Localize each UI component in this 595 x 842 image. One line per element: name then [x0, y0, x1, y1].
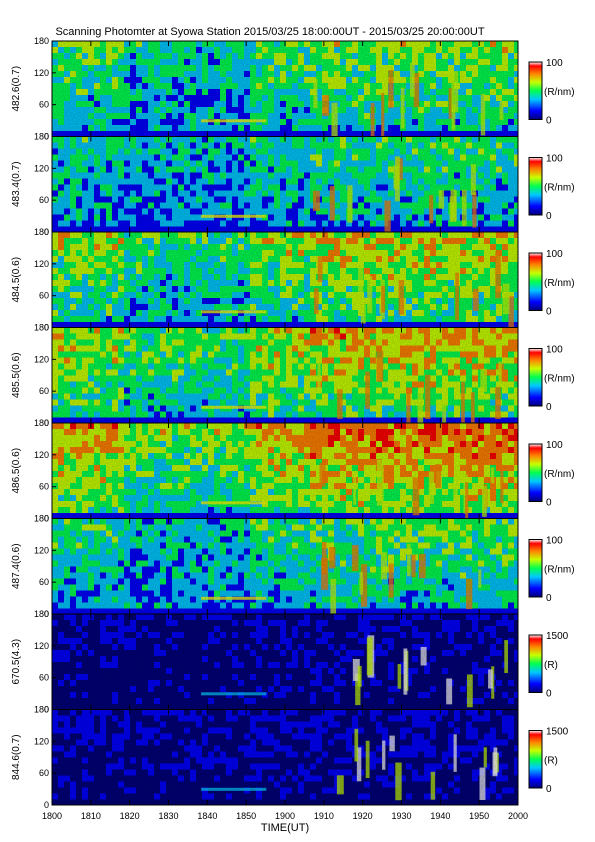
colorbar-unit-label: (R/nm)	[544, 87, 575, 98]
panel-label: 483.4(0.7)	[11, 161, 22, 207]
y-tick-label: 180	[34, 132, 49, 142]
y-tick-label: 120	[34, 259, 49, 269]
colorbar	[528, 157, 543, 216]
colorbar-unit-label: (R/nm)	[544, 278, 575, 289]
y-tick-label: 60	[39, 291, 49, 301]
y-tick-label: 120	[34, 163, 49, 173]
y-tick-label: 120	[34, 68, 49, 78]
y-tick-label: 0	[44, 323, 49, 333]
y-tick-label: 180	[34, 36, 49, 46]
chart-title: Scanning Photomter at Syowa Station 2015…	[55, 26, 485, 38]
colorbar-min-label: 0	[546, 307, 552, 318]
heatmap-1	[52, 136, 518, 232]
heatmap-grain	[52, 136, 518, 232]
y-tick-label: 60	[39, 100, 49, 110]
y-tick-label: 0	[44, 227, 49, 237]
colorbar-max-label: 100	[546, 249, 563, 260]
panel-label: 484.5(0.6)	[11, 257, 22, 303]
panel-0: 0 60 120 180 482.6(0.7) 100 0 (R/nm)	[11, 36, 575, 142]
panel-1: 0 60 120 180 483.4(0.7) 100 0 (R/nm)	[11, 132, 575, 238]
colorbar	[528, 252, 543, 311]
heatmap-3	[52, 327, 518, 423]
colorbar-min-label: 0	[546, 116, 552, 127]
colorbar-unit-label: (R/nm)	[544, 182, 575, 193]
heatmap-grain	[52, 232, 518, 328]
heatmap-2	[52, 232, 518, 328]
y-tick-label: 60	[39, 195, 49, 205]
colorbar-min-label: 0	[546, 211, 552, 222]
y-tick-label: 180	[34, 227, 49, 237]
colorbar-max-label: 100	[546, 58, 563, 69]
panel-2: 0 60 120 180 484.5(0.6) 100 0 (R/nm)	[11, 227, 575, 333]
colorbar-max-label: 100	[546, 154, 563, 165]
panel-label: 482.6(0.7)	[11, 66, 22, 112]
y-tick-label: 0	[44, 132, 49, 142]
heatmap-grain	[52, 41, 518, 137]
heatmap-0	[52, 41, 518, 137]
colorbar	[528, 61, 543, 120]
